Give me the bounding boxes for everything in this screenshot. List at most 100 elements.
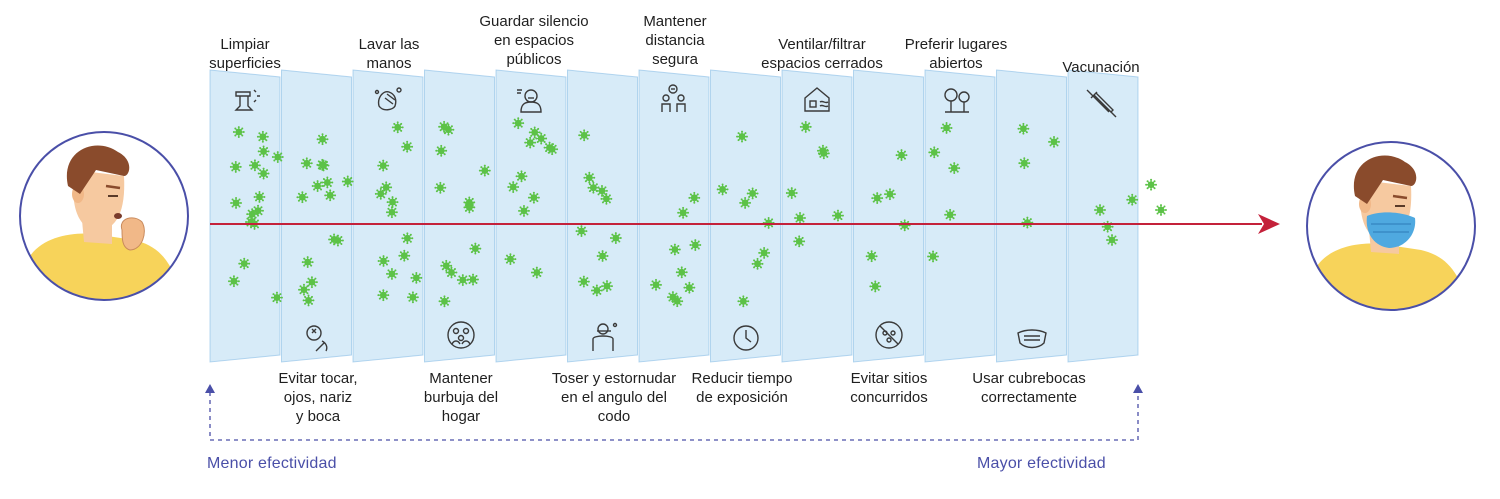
protection-layer-2 bbox=[281, 69, 352, 363]
virus-icon bbox=[377, 255, 390, 267]
virus-icon bbox=[253, 191, 266, 203]
virus-icon bbox=[328, 233, 340, 246]
virus-icon bbox=[609, 232, 622, 244]
virus-icon bbox=[940, 122, 953, 134]
syringe-icon bbox=[1086, 89, 1117, 118]
top-label-ventilar: Ventilar/filtrar espacios cerrados bbox=[761, 36, 883, 72]
protection-layer-6 bbox=[567, 69, 638, 363]
virus-icon bbox=[543, 141, 556, 154]
virus-icon bbox=[650, 278, 662, 291]
protection-layer-13 bbox=[1067, 69, 1139, 363]
virus-icon bbox=[507, 181, 520, 193]
virus-icon bbox=[739, 196, 752, 209]
virus-icon bbox=[512, 117, 525, 130]
virus-icon bbox=[478, 164, 491, 177]
virus-icon bbox=[762, 216, 775, 229]
virus-icon bbox=[601, 280, 613, 293]
bottom-label-burbuja-hogar: Mantener burbuja del hogar bbox=[423, 370, 499, 425]
virus-icon bbox=[463, 201, 476, 214]
virus-icon bbox=[1094, 204, 1106, 216]
virus-icon bbox=[238, 257, 251, 270]
virus-icon bbox=[467, 273, 479, 286]
virus-icon bbox=[928, 146, 941, 159]
virus-icon bbox=[301, 256, 314, 269]
virus-icon bbox=[535, 132, 548, 145]
virus-icon bbox=[1017, 122, 1030, 135]
virus-icon bbox=[948, 162, 961, 175]
top-label-limpiar-superficies: Limpiar superficies bbox=[209, 36, 281, 72]
virus-icon bbox=[252, 204, 264, 217]
virus-icon bbox=[386, 267, 398, 280]
virus-icon bbox=[785, 187, 798, 199]
virus-icon bbox=[385, 206, 398, 219]
virus-icon bbox=[298, 283, 310, 296]
virus-icon bbox=[1155, 204, 1167, 216]
virus-icon bbox=[401, 140, 414, 153]
virus-icon bbox=[377, 289, 390, 302]
virus-icon bbox=[677, 206, 690, 219]
top-label-lugares-abiertos: Preferir lugares abiertos bbox=[904, 36, 1008, 72]
top-label-vacunacion: Vacunación bbox=[1062, 59, 1140, 76]
virus-icon bbox=[865, 250, 878, 263]
arrow-head bbox=[1258, 214, 1280, 234]
virus-icon bbox=[758, 247, 771, 259]
virus-icon bbox=[751, 257, 764, 270]
protection-layer-5 bbox=[495, 69, 567, 363]
virus-icon bbox=[1018, 157, 1031, 170]
cough-elbow-icon bbox=[592, 322, 618, 351]
household-bubble-icon bbox=[447, 321, 475, 349]
protection-layer-4 bbox=[424, 69, 495, 363]
virus-icon bbox=[311, 180, 324, 192]
virus-icon bbox=[456, 274, 469, 286]
virus-icon bbox=[675, 266, 688, 279]
virus-icon bbox=[524, 136, 537, 149]
virus-icon bbox=[1021, 216, 1034, 229]
virus-icon bbox=[229, 160, 242, 173]
protection-layer-9 bbox=[781, 69, 853, 363]
virus-icon bbox=[296, 191, 309, 204]
virus-icon bbox=[590, 284, 603, 297]
virus-icon bbox=[577, 275, 590, 288]
bottom-label-cubrebocas: Usar cubrebocas correctamente bbox=[972, 370, 1086, 406]
top-label-lavar-manos: Lavar las manos bbox=[358, 36, 420, 72]
protection-layer-7 bbox=[638, 69, 710, 363]
virus-icon bbox=[518, 204, 530, 217]
virus-icon bbox=[445, 266, 458, 279]
virus-icon bbox=[1048, 135, 1060, 148]
protection-layer-8 bbox=[710, 69, 781, 363]
virus-icon bbox=[316, 133, 329, 146]
virus-icon bbox=[527, 191, 540, 204]
top-label-mantener-distancia: Mantener distancia segura bbox=[643, 13, 707, 68]
virus-icon bbox=[302, 294, 315, 307]
bracket-arrow-left bbox=[205, 384, 215, 393]
protection-layer-10 bbox=[853, 69, 924, 363]
virus-icon bbox=[435, 144, 448, 157]
virus-icon bbox=[256, 130, 269, 143]
virus-icon bbox=[1126, 193, 1139, 206]
virus-icon bbox=[380, 181, 393, 194]
cleaning-spray-icon bbox=[234, 89, 260, 111]
virus-icon bbox=[799, 120, 812, 133]
virus-icon bbox=[232, 126, 245, 138]
virus-icon bbox=[438, 295, 451, 308]
high-effectiveness-label: Mayor efectividad bbox=[977, 455, 1106, 472]
effectiveness-bracket bbox=[209, 392, 1139, 441]
virus-icon bbox=[530, 266, 543, 279]
protection-layer-12 bbox=[996, 69, 1067, 363]
silent-person-icon bbox=[517, 89, 542, 113]
virus-icon bbox=[869, 280, 882, 293]
virus-icon bbox=[257, 145, 270, 158]
virus-icon bbox=[398, 249, 411, 262]
protection-layer-11 bbox=[924, 69, 996, 363]
virus-icon bbox=[683, 281, 696, 294]
low-effectiveness-label: Menor efectividad bbox=[207, 455, 337, 472]
virus-icon bbox=[300, 157, 313, 170]
virus-icon bbox=[306, 276, 318, 289]
face-touch-icon bbox=[306, 325, 328, 352]
virus-icon bbox=[927, 250, 939, 263]
virus-icon bbox=[440, 259, 453, 272]
face-mask-icon bbox=[1017, 329, 1047, 349]
virus-icon bbox=[600, 192, 613, 205]
